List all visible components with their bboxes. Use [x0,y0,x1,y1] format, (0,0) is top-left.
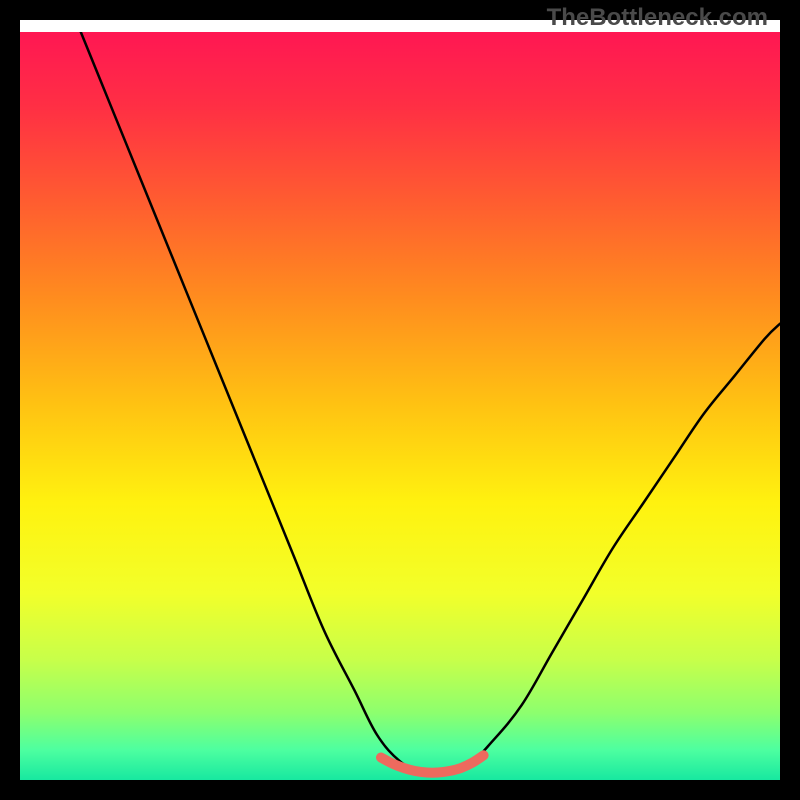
chart-frame: TheBottleneck.com [0,0,800,800]
watermark-text: TheBottleneck.com [547,4,768,32]
chart-svg [20,32,780,780]
main-curve [81,32,780,774]
plot-area [20,32,780,780]
